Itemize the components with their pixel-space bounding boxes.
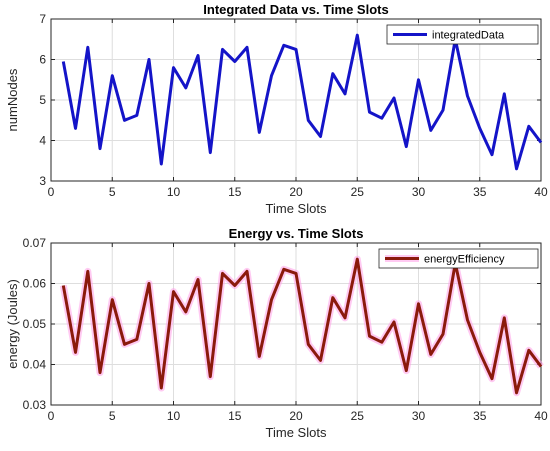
y-tick-label: 0.07: [23, 236, 47, 250]
legend: energyEfficiency: [378, 248, 539, 269]
x-tick-label: 30: [412, 409, 426, 423]
x-tick-label: 5: [109, 185, 116, 199]
y-tick-label: 7: [39, 12, 46, 26]
y-axis-label: numNodes: [5, 68, 20, 131]
x-axis-label: Time Slots: [266, 201, 327, 216]
chart-title: Integrated Data vs. Time Slots: [203, 2, 388, 17]
y-tick-label: 0.06: [23, 277, 47, 291]
series-line-energyEfficiency: [61, 257, 543, 395]
x-tick-label: 35: [473, 409, 487, 423]
x-tick-label: 0: [48, 185, 55, 199]
x-tick-label: 15: [228, 409, 242, 423]
x-tick-label: 20: [289, 185, 303, 199]
y-tick-label: 5: [39, 93, 46, 107]
chart-title: Energy vs. Time Slots: [229, 226, 364, 241]
x-tick-label: 20: [289, 409, 303, 423]
x-tick-label: 30: [412, 185, 426, 199]
x-tick-label: 25: [351, 185, 365, 199]
x-tick-label: 40: [534, 185, 548, 199]
x-tick-label: 0: [48, 409, 55, 423]
y-tick-label: 6: [39, 53, 46, 67]
x-tick-label: 25: [351, 409, 365, 423]
legend-label: energyEfficiency: [424, 254, 505, 266]
y-tick-label: 3: [39, 174, 46, 188]
chart-integrated-data: 0 5 10 15 20 25 30 35 40 3 4 5 6 7 Integrated Data vs.…: [5, 2, 548, 216]
series-line-integratedData: [61, 33, 543, 171]
x-tick-label: 5: [109, 409, 116, 423]
y-axis-label: energy (Joules): [5, 279, 20, 369]
x-tick-label: 15: [228, 185, 242, 199]
legend-label: integratedData: [432, 30, 505, 42]
x-tick-label: 10: [167, 185, 181, 199]
legend-box: [378, 248, 539, 269]
legend-box: [386, 24, 539, 45]
x-axis-label: Time Slots: [266, 425, 327, 440]
x-tick-label: 40: [534, 409, 548, 423]
y-tick-label: 0.03: [23, 398, 47, 412]
legend: integratedData: [386, 24, 539, 45]
y-tick-label: 4: [39, 134, 46, 148]
x-tick-label: 10: [167, 409, 181, 423]
y-tick-label: 0.05: [23, 317, 47, 331]
chart-energy: 0 5 10 15 20 25 30 35 40 0.03 0.04 0.05 0.06 0.07 Ener…: [5, 226, 548, 440]
y-tick-label: 0.04: [23, 358, 47, 372]
x-tick-label: 35: [473, 185, 487, 199]
